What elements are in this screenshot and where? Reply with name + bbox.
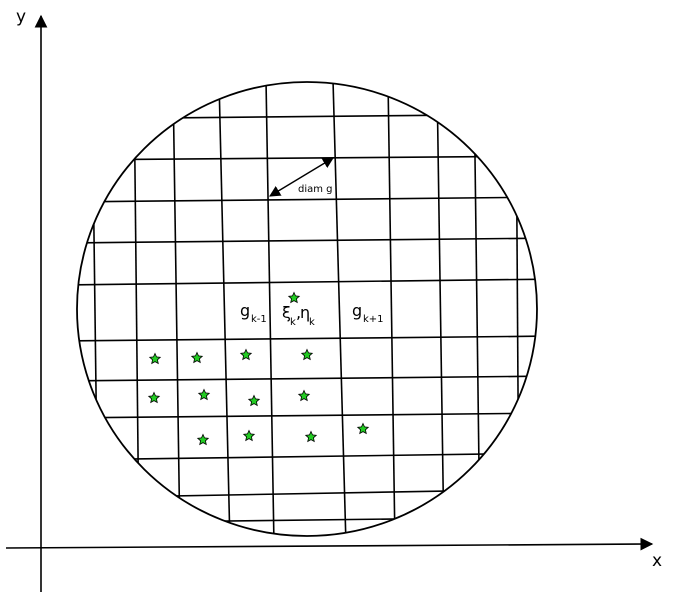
g-prev-sub: k-1 xyxy=(251,314,267,325)
label-g-prev: g k-1 xyxy=(240,301,267,325)
label-g-next: g k+1 xyxy=(352,301,384,325)
grid-v-line xyxy=(515,82,520,536)
xi-symbol: ξ xyxy=(282,303,291,322)
axes: y x xyxy=(5,7,662,592)
grid-h-line xyxy=(77,278,537,286)
star-point xyxy=(297,389,311,402)
star-point xyxy=(356,422,370,435)
grid-v-line xyxy=(172,82,181,536)
star-point xyxy=(239,348,253,361)
grid-v-line xyxy=(436,82,445,536)
grid-v-line xyxy=(218,82,231,536)
grid-h-line xyxy=(77,375,537,382)
star-point xyxy=(190,351,204,364)
star-point xyxy=(197,388,211,401)
grid-h-line xyxy=(77,488,537,499)
grid-v-line xyxy=(133,82,140,536)
diam-label: diam g xyxy=(298,184,333,195)
star-point xyxy=(287,291,301,304)
g-next-base: g xyxy=(352,301,362,320)
x-axis xyxy=(5,537,654,551)
label-xi-eta: ξ k , η k xyxy=(282,303,315,328)
diam-arrow xyxy=(269,157,334,197)
grid-h-line xyxy=(77,412,537,419)
domain-circle xyxy=(76,81,538,537)
g-next-sub: k+1 xyxy=(363,314,384,325)
eta-symbol: η xyxy=(300,303,310,322)
grid-h-line xyxy=(77,516,537,524)
grid-h-line xyxy=(77,335,537,342)
grid-v-line xyxy=(91,82,99,536)
grid-v-line xyxy=(387,82,396,536)
xi-eta-sep: , xyxy=(296,303,301,322)
xi-sub: k xyxy=(290,317,296,328)
sample-points xyxy=(147,291,370,446)
star-point xyxy=(147,391,161,404)
star-point xyxy=(247,394,261,407)
star-point xyxy=(300,348,314,361)
grid-v-line xyxy=(332,82,347,536)
eta-sub: k xyxy=(309,317,315,328)
x-axis-label: x xyxy=(652,551,662,571)
star-point xyxy=(148,352,162,365)
star-point xyxy=(304,430,318,443)
grid-v-line xyxy=(265,82,275,536)
grid-h-line xyxy=(77,113,537,120)
star-point xyxy=(196,433,210,446)
g-prev-base: g xyxy=(240,301,250,320)
star-point xyxy=(242,429,256,442)
grid-h-line xyxy=(77,452,537,461)
y-axis-label: y xyxy=(16,7,26,27)
grid-h-line xyxy=(77,196,537,203)
grid-v-line xyxy=(473,82,481,536)
